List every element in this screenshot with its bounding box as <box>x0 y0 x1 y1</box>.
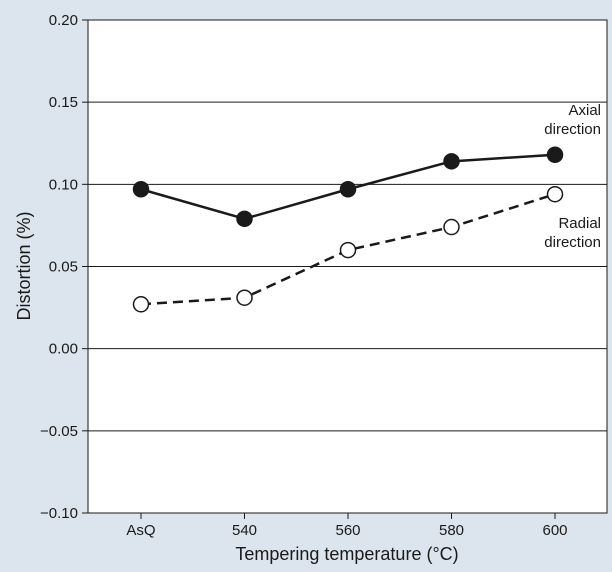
y-axis-label: Distortion (%) <box>14 211 34 320</box>
data-point <box>132 296 150 313</box>
series-annotations: Axial direction Radial direction <box>544 102 601 251</box>
y-tick-label: −0.05 <box>40 423 78 440</box>
data-point <box>339 241 357 259</box>
x-tick-label: 600 <box>542 522 567 539</box>
series-markers <box>132 146 564 313</box>
series-annotation: Radial <box>558 215 601 232</box>
data-point <box>546 146 564 164</box>
data-point <box>236 289 253 306</box>
series-annotation: direction <box>544 121 601 138</box>
data-point <box>443 153 460 170</box>
x-axis-ticks: AsQ 540 560 580 600 <box>126 513 568 539</box>
y-axis-ticks: 0.20 0.15 0.10 0.05 0.00 −0.05 −0.10 <box>40 12 88 522</box>
x-tick-label: 540 <box>232 522 257 539</box>
x-tick-label: 580 <box>439 522 464 539</box>
x-tick-label: AsQ <box>126 522 155 539</box>
data-point <box>236 210 253 228</box>
y-tick-label: 0.20 <box>49 12 78 29</box>
y-tick-label: 0.10 <box>49 176 78 193</box>
x-axis-label: Tempering temperature (°C) <box>235 544 458 564</box>
y-tick-label: 0.15 <box>49 94 78 111</box>
data-point <box>339 181 357 198</box>
series-annotation: Axial <box>568 102 601 119</box>
data-point <box>132 181 150 198</box>
y-tick-label: 0.05 <box>49 259 78 276</box>
data-point <box>443 218 460 236</box>
y-tick-label: −0.10 <box>40 505 78 522</box>
y-tick-label: 0.00 <box>49 341 78 358</box>
x-tick-label: 560 <box>335 522 360 539</box>
data-point <box>546 185 564 203</box>
series-annotation: direction <box>544 234 601 251</box>
